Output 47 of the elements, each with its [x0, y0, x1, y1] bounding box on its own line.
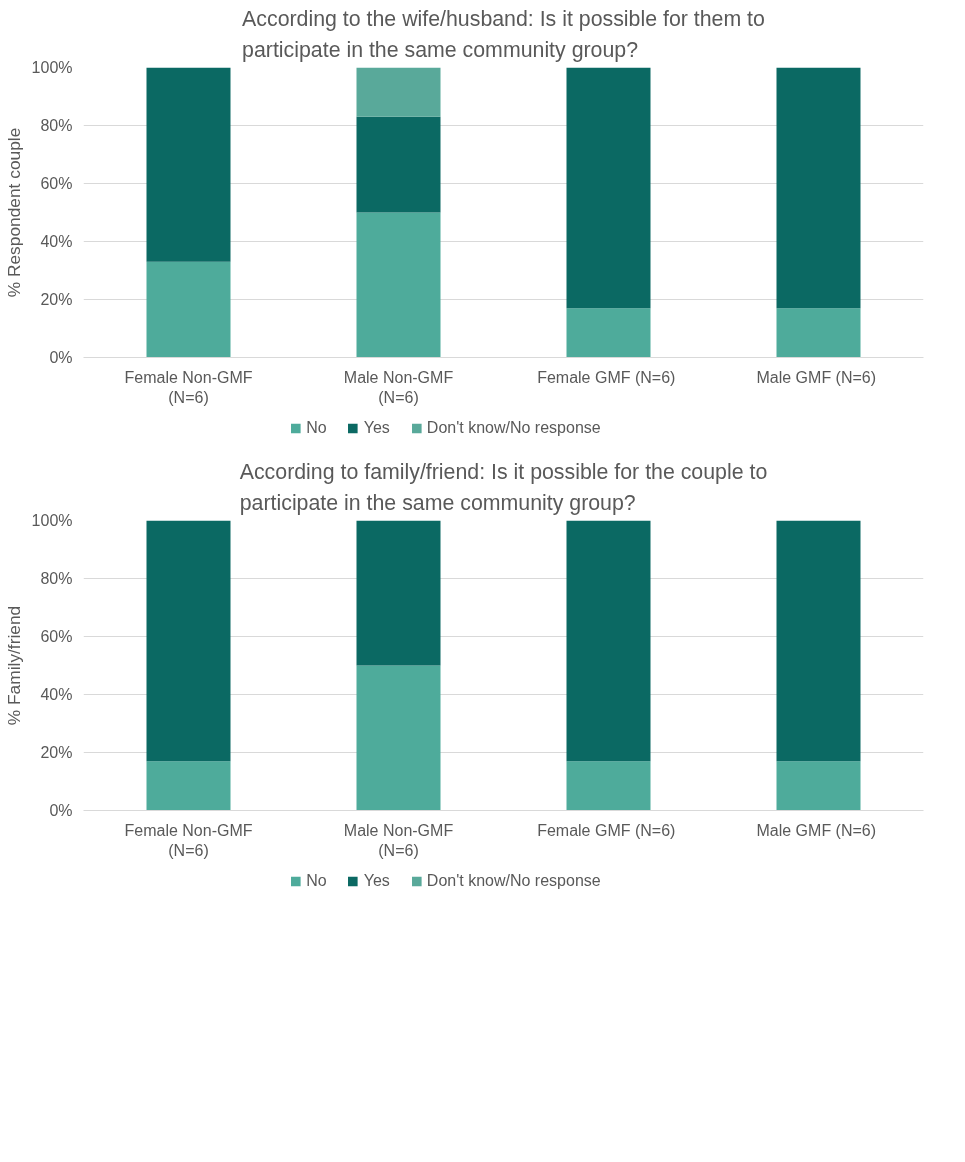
bar: [146, 520, 231, 762]
bar: [146, 761, 231, 811]
legend-label: Don't know/No response: [426, 419, 601, 437]
y-axis-title: % Respondent couple: [3, 127, 24, 298]
legend-label: No: [306, 419, 327, 437]
y-tick-label: 20%: [40, 291, 73, 308]
chart-title: According to family/friend: Is it possible for the couple to participate in the same community group?: [239, 460, 768, 516]
y-tick-label: 60%: [40, 175, 73, 192]
y-tick-label: 100%: [31, 512, 73, 529]
y-axis-title: % Family/friend: [3, 605, 24, 726]
legend-label: Yes: [363, 419, 390, 437]
bar: [356, 212, 441, 358]
bar: [566, 761, 651, 811]
y-tick-label: 0%: [49, 802, 73, 819]
y-tick-label: 80%: [40, 570, 73, 587]
bar: [776, 520, 861, 762]
y-tick-label: 40%: [40, 686, 73, 703]
bar: [566, 520, 651, 762]
x-tick-label: Female Non-GMF (N=6): [124, 821, 253, 859]
x-tick-label: Female Non-GMF (N=6): [124, 368, 253, 406]
x-tick-label: Male Non-GMF (N=6): [343, 821, 454, 859]
bar: [356, 665, 441, 811]
y-tick-label: 60%: [40, 628, 73, 645]
bar: [566, 308, 651, 358]
y-tick-label: 80%: [40, 117, 73, 134]
bar: [146, 67, 231, 262]
y-tick-label: 0%: [49, 349, 73, 366]
x-tick-label: Male Non-GMF (N=6): [343, 368, 454, 406]
bar: [356, 67, 441, 117]
legend-label: Yes: [363, 872, 390, 890]
bar: [356, 116, 441, 213]
x-tick-label: Male GMF (N=6): [756, 821, 877, 839]
bar: [776, 761, 861, 811]
legend-label: Don't know/No response: [426, 872, 601, 890]
x-tick-label: Female GMF (N=6): [537, 368, 676, 386]
y-tick-label: 100%: [31, 59, 73, 76]
bar: [566, 67, 651, 309]
bar: [776, 67, 861, 309]
legend-label: No: [306, 872, 327, 890]
y-tick-label: 20%: [40, 744, 73, 761]
x-tick-label: Female GMF (N=6): [537, 821, 676, 839]
bar: [356, 520, 441, 666]
y-tick-label: 40%: [40, 233, 73, 250]
bar: [776, 308, 861, 358]
bar: [146, 261, 231, 358]
x-tick-label: Male GMF (N=6): [756, 368, 877, 386]
chart-title: According to the wife/husband: Is it possible for them to participate in the same community group?: [242, 7, 765, 63]
